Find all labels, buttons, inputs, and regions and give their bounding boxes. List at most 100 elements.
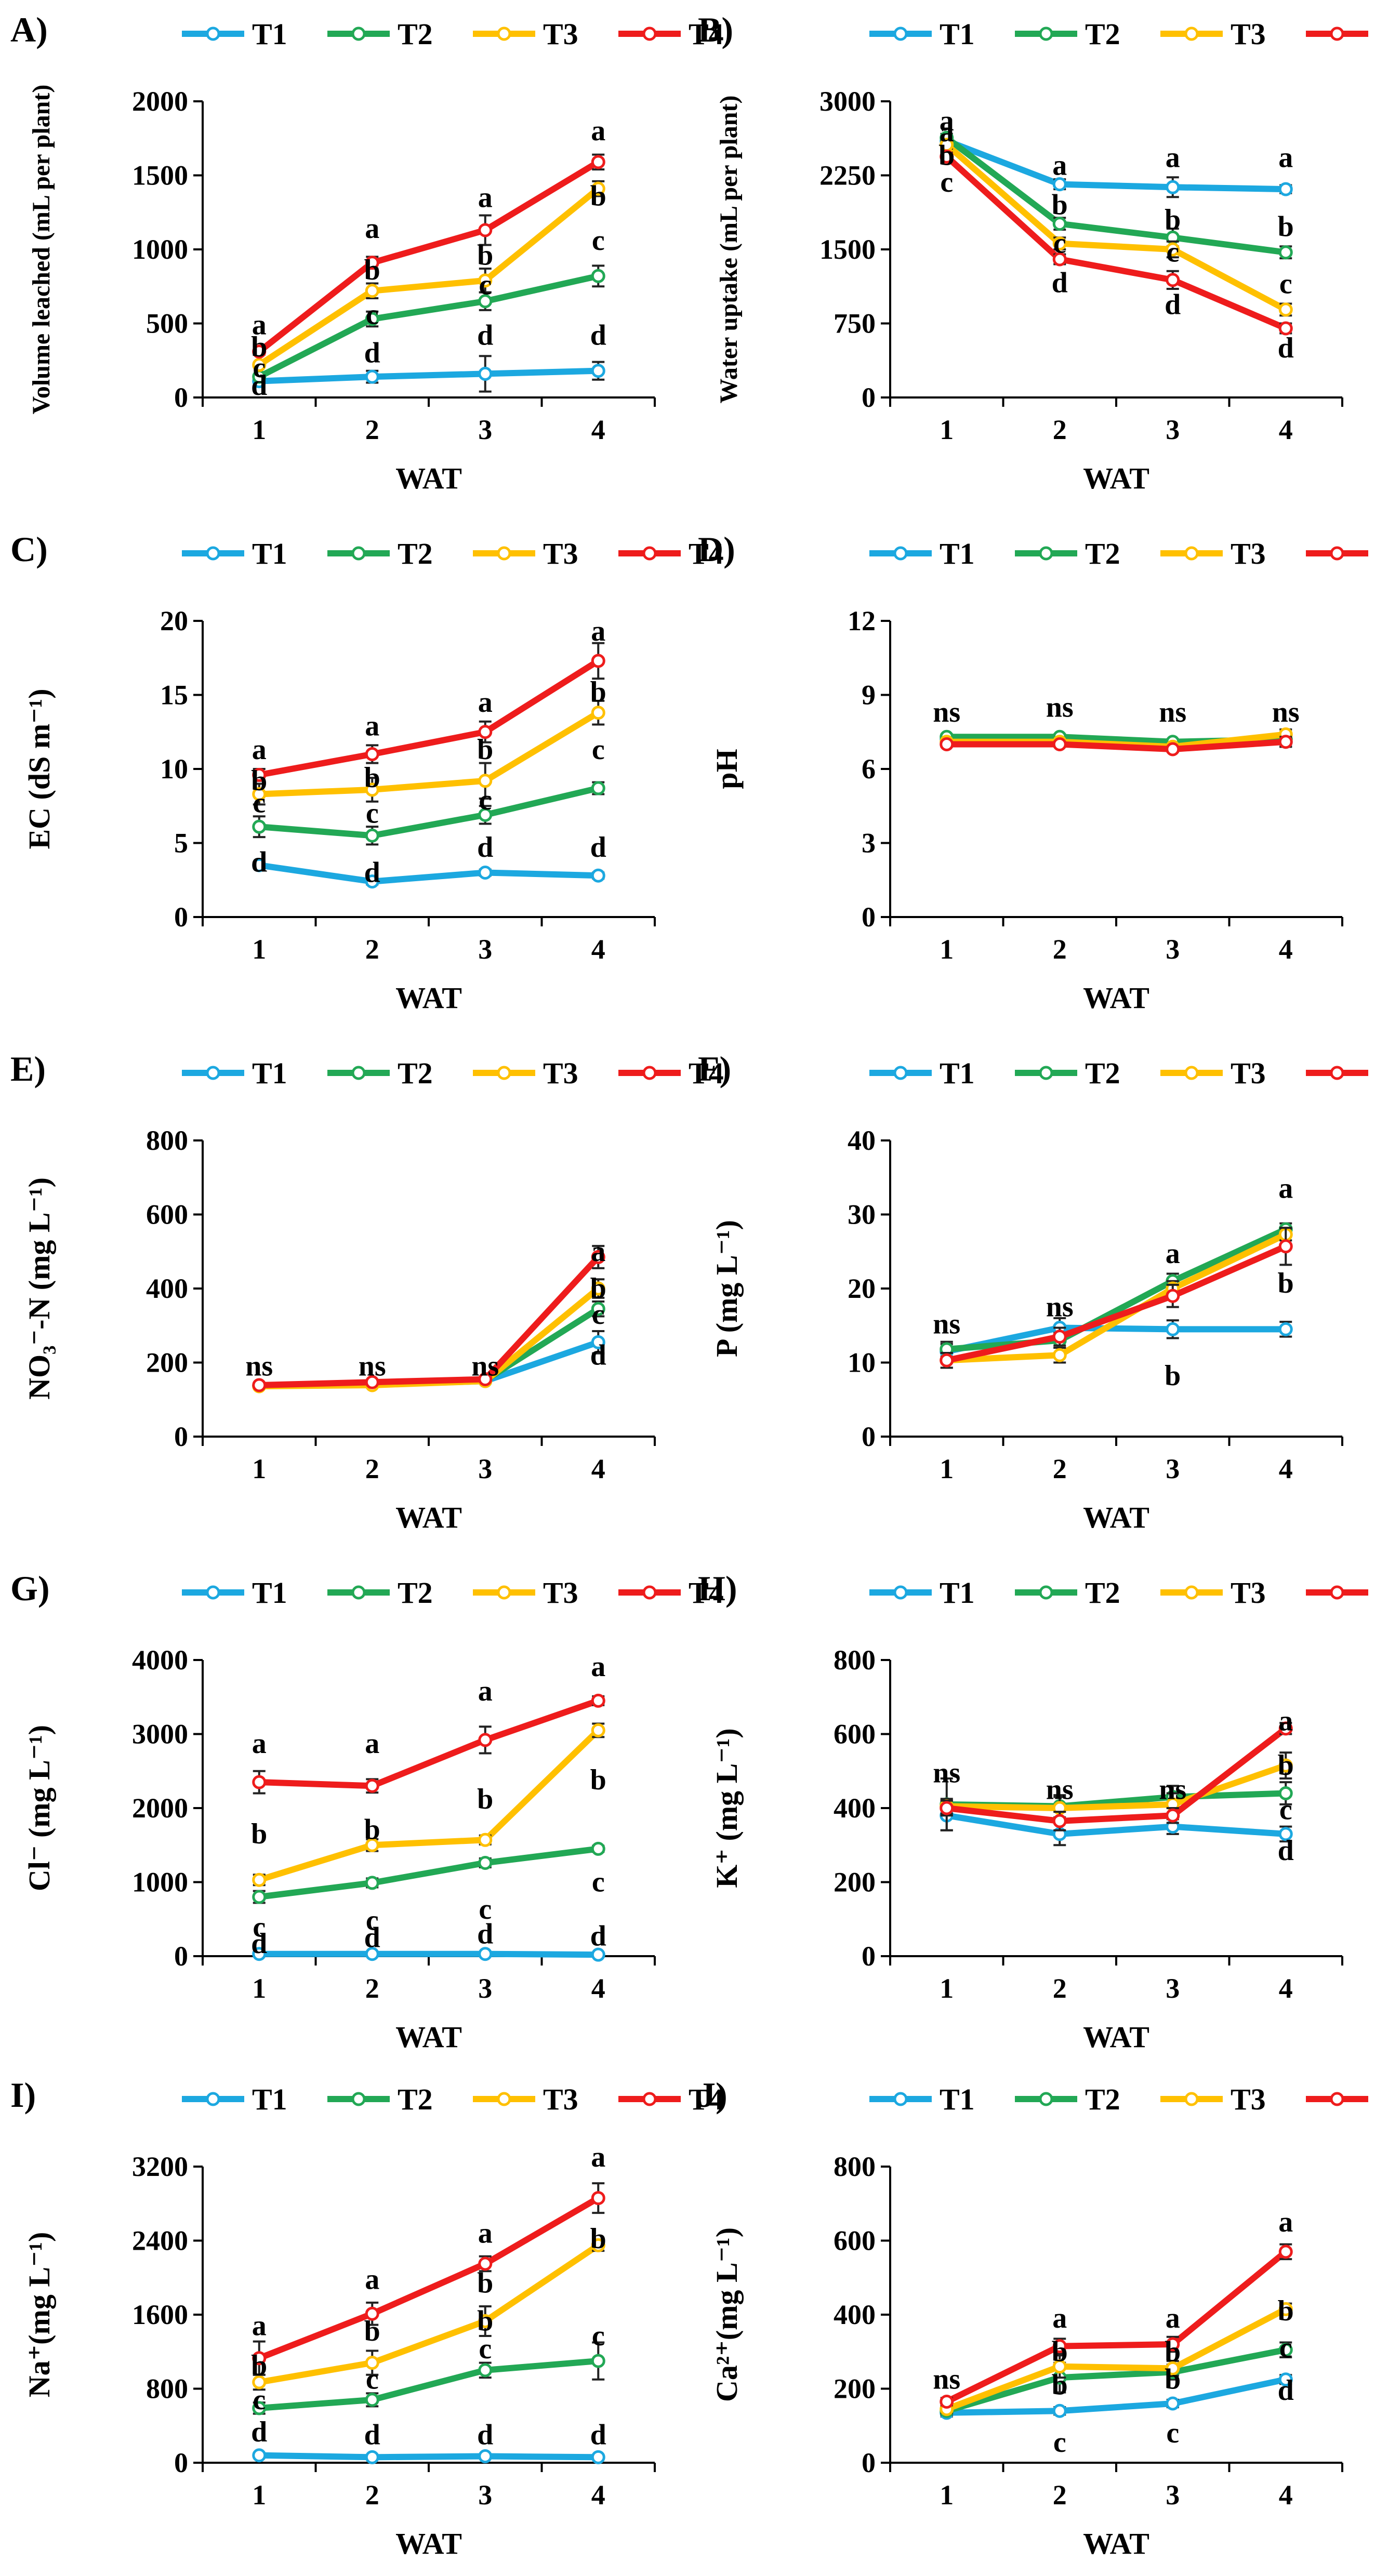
x-tick-label: 4 (591, 2479, 605, 2511)
data-point-t3 (591, 181, 605, 196)
y-axis-title: pH (710, 749, 744, 789)
data-point-t3 (1166, 242, 1180, 257)
data-point-t2 (591, 1302, 605, 1316)
legend-label-t1: T1 (252, 1056, 287, 1090)
data-point-t3 (1278, 2302, 1293, 2316)
legend-label-t2: T2 (1085, 1056, 1120, 1090)
significance-label: d (364, 1921, 380, 1954)
series-line-t3 (944, 142, 1288, 313)
data-point-t3 (252, 787, 267, 801)
series-line-t1 (945, 138, 1286, 193)
x-tick-label: 2 (1053, 1973, 1067, 2004)
series-line-t4 (259, 1255, 601, 1388)
series-line-t4 (258, 658, 600, 778)
y-tick-label: 200 (834, 1867, 876, 1898)
data-point-t1 (478, 866, 493, 880)
data-point-t1 (252, 858, 267, 872)
y-tick-label: 0 (174, 901, 188, 933)
data-point-t3 (1166, 2361, 1180, 2375)
significance-label: c (253, 787, 266, 819)
legend-marker-t2 (351, 1585, 366, 1600)
legend-label-t2: T2 (1085, 2082, 1120, 2116)
series-line-t2 (259, 785, 599, 839)
data-point-t2 (252, 819, 267, 834)
significance-label: a (940, 105, 954, 137)
significance-label: d (1052, 267, 1068, 299)
data-point-t4 (1278, 1239, 1293, 1254)
panel-label: C) (10, 529, 48, 569)
significance-label: d (590, 2419, 606, 2451)
x-axis-title: WAT (395, 2527, 462, 2560)
significance-label: b (1052, 2369, 1068, 2401)
x-axis-title: WAT (1083, 2527, 1149, 2560)
data-point-t4 (365, 747, 379, 761)
y-tick-label: 10 (160, 753, 188, 785)
x-tick-label: 3 (1166, 2479, 1180, 2511)
data-point-t1 (1052, 2404, 1067, 2418)
legend-label-t4: T4 (689, 17, 724, 51)
data-point-t4 (591, 2191, 605, 2206)
series-line-t4 (257, 159, 600, 354)
legend-marker-t1 (206, 1066, 220, 1080)
panel-label: F) (698, 1049, 731, 1088)
data-point-t4 (591, 155, 605, 169)
data-point-t4 (940, 1801, 954, 1815)
data-point-t3 (478, 273, 493, 288)
significance-label: b (364, 254, 380, 286)
significance-label: b (590, 2223, 606, 2255)
y-tick-label: 800 (146, 1125, 188, 1156)
legend-label-t2: T2 (398, 2082, 433, 2116)
x-tick-label: 2 (365, 1973, 379, 2004)
legend-marker-t1 (893, 1585, 908, 1600)
significance-label: ns (471, 1350, 499, 1383)
data-point-t1 (1166, 1322, 1180, 1336)
data-point-t2 (478, 294, 493, 309)
significance-label: d (1278, 1835, 1294, 1867)
significance-label: a (252, 734, 267, 766)
legend-label-t1: T1 (252, 537, 287, 570)
data-point-t2 (365, 828, 379, 843)
data-point-t2 (478, 1855, 493, 1870)
legend-marker-t3 (1184, 1066, 1199, 1080)
data-point-t3 (478, 774, 493, 788)
legend-marker-t3 (497, 26, 511, 41)
legend-marker-t3 (497, 546, 511, 561)
data-point-t2 (591, 269, 605, 283)
legend-marker-t2 (1039, 1066, 1053, 1080)
legend-marker-t2 (1039, 1585, 1053, 1600)
data-point-t2 (1052, 217, 1067, 231)
significance-label: c (479, 1893, 492, 1926)
x-tick-label: 2 (365, 2479, 379, 2511)
y-tick-label: 1500 (819, 234, 876, 265)
legend-label-t1: T1 (940, 17, 975, 51)
data-point-t4 (1278, 735, 1293, 749)
significance-label: a (1278, 1705, 1293, 1737)
data-point-t4 (1052, 1330, 1067, 1344)
data-point-t3 (365, 2356, 379, 2370)
significance-label: a (591, 1651, 605, 1683)
significance-label: c (1279, 2332, 1292, 2364)
y-axis-title: EC (dS m⁻¹) (22, 688, 56, 849)
significance-label: a (1052, 150, 1067, 182)
legend-marker-t4 (642, 1066, 657, 1080)
y-tick-label: 5 (174, 828, 188, 859)
x-tick-label: 3 (478, 934, 492, 965)
y-tick-label: 600 (834, 1719, 876, 1750)
panel-label: E) (10, 1049, 46, 1088)
y-tick-label: 6 (862, 753, 876, 785)
significance-label: a (591, 115, 605, 147)
data-point-t3 (252, 2375, 267, 2389)
x-tick-label: 1 (940, 414, 954, 445)
data-point-t3 (365, 1838, 379, 1852)
significance-label: d (477, 319, 493, 351)
legend-label-t1: T1 (940, 1576, 975, 1610)
legend-label-t2: T2 (398, 1056, 433, 1090)
legend-label-t1: T1 (940, 537, 975, 570)
x-tick-label: 2 (1053, 934, 1067, 965)
significance-label: c (1053, 228, 1066, 260)
y-tick-label: 3 (862, 828, 876, 859)
y-tick-label: 400 (834, 1792, 876, 1824)
x-tick-label: 3 (1166, 1453, 1180, 1484)
data-point-t2 (252, 1890, 267, 1904)
